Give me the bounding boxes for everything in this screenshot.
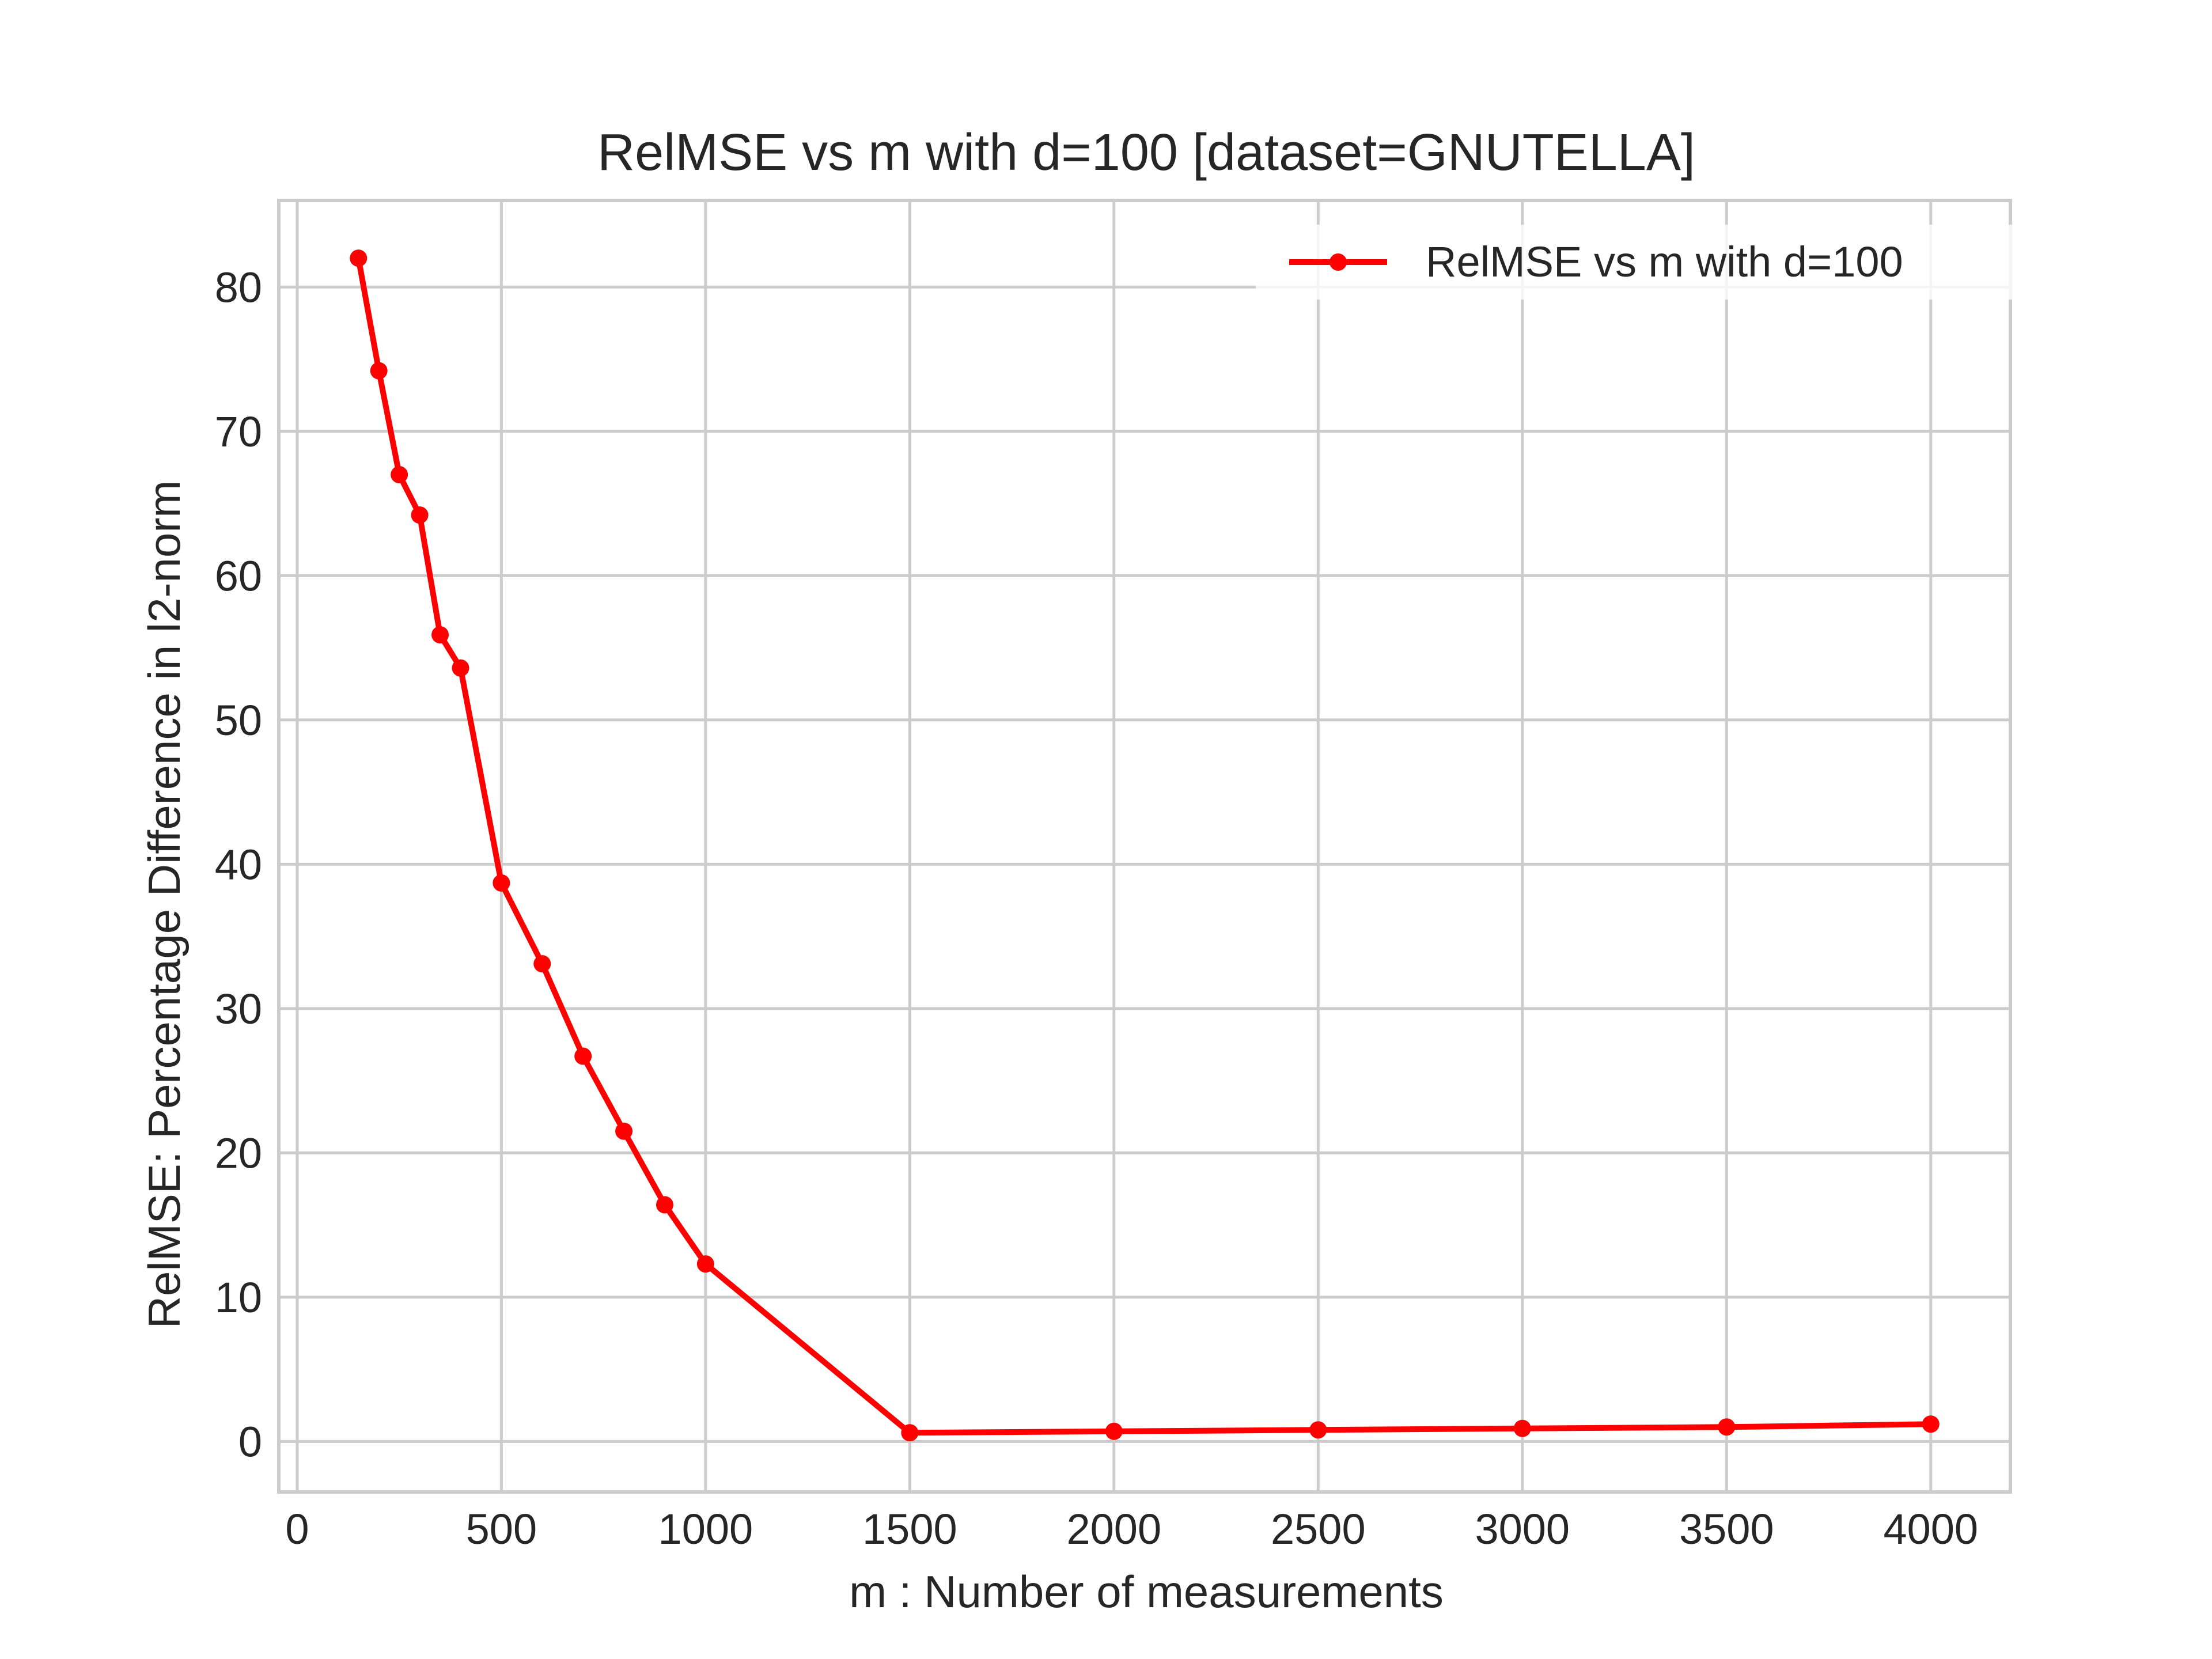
y-tick-label-10: 10 (215, 1274, 262, 1321)
axes-border (277, 199, 2012, 1494)
data-point-m-400 (452, 659, 469, 677)
legend-marker-swatch (1330, 253, 1347, 271)
data-point-m-600 (533, 955, 551, 973)
legend-label: RelMSE vs m with d=100 (1426, 238, 1903, 286)
grid-lines (279, 200, 2010, 1492)
x-tick-label-2000: 2000 (1067, 1505, 1162, 1553)
x-tick-label-1000: 1000 (658, 1505, 753, 1553)
data-point-m-2500 (1309, 1421, 1327, 1439)
y-tick-label-60: 60 (215, 552, 262, 600)
data-point-m-500 (493, 874, 510, 892)
y-tick-label-40: 40 (215, 840, 262, 888)
x-tick-label-0: 0 (285, 1505, 309, 1553)
data-point-m-350 (431, 626, 449, 644)
x-tick-labels: 0 500 1000 1500 2000 2500 3000 3500 4000 (285, 1505, 1978, 1553)
x-tick-label-500: 500 (466, 1505, 537, 1553)
plot-area (279, 200, 2010, 1492)
data-point-m-4000 (1922, 1415, 1940, 1433)
y-tick-label-70: 70 (215, 408, 262, 456)
data-point-m-3500 (1718, 1418, 1736, 1436)
chart-title: RelMSE vs m with d=100 [dataset=GNUTELLA… (597, 124, 1695, 181)
data-point-m-150 (350, 249, 368, 267)
data-point-m-900 (656, 1196, 673, 1214)
data-point-m-1500 (901, 1424, 919, 1442)
x-tick-label-3500: 3500 (1679, 1505, 1774, 1553)
data-point-m-800 (615, 1122, 633, 1140)
legend: RelMSE vs m with d=100 (1256, 225, 2022, 300)
plot-background (279, 200, 2010, 1492)
y-tick-label-20: 20 (215, 1129, 262, 1177)
data-point-m-1000 (696, 1255, 714, 1273)
y-tick-label-0: 0 (238, 1418, 262, 1465)
x-tick-label-1500: 1500 (862, 1505, 957, 1553)
data-point-m-250 (391, 465, 408, 483)
x-tick-label-3000: 3000 (1475, 1505, 1570, 1553)
data-point-m-2000 (1105, 1422, 1123, 1440)
data-point-m-700 (574, 1047, 592, 1065)
x-tick-label-2500: 2500 (1271, 1505, 1366, 1553)
y-tick-labels: 0 10 20 30 40 50 60 70 80 (215, 263, 262, 1465)
x-axis-label: m : Number of measurements (849, 1566, 1444, 1617)
y-tick-label-50: 50 (215, 696, 262, 744)
x-tick-label-4000: 4000 (1883, 1505, 1978, 1553)
data-point-m-3000 (1513, 1419, 1531, 1437)
data-series (350, 249, 1940, 1442)
data-point-m-300 (411, 506, 429, 524)
axes-frame (277, 199, 2012, 1494)
y-tick-label-80: 80 (215, 263, 262, 311)
data-point-m-200 (370, 362, 388, 380)
y-axis-label: RelMSE: Percentage Difference in l2-norm (139, 480, 190, 1329)
y-tick-label-30: 30 (215, 985, 262, 1033)
